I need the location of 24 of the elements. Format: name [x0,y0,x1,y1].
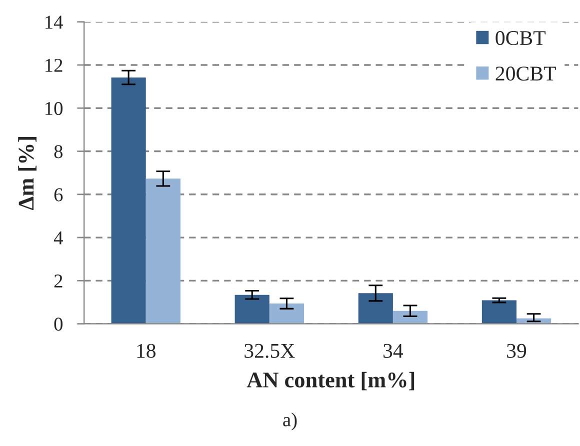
x-tick-label: 39 [507,344,526,358]
bar [234,294,270,324]
y-tick-label: 14 [46,16,63,29]
y-tick-label: 0 [54,318,63,331]
y-tick-label: 4 [54,231,63,244]
y-tick-label: 6 [54,188,63,202]
bar [146,178,180,324]
y-tick-label: 2 [54,274,62,288]
x-tick-label: 34 [384,344,404,358]
y-axis-title: Δm [%] [18,136,37,210]
x-tick-label: 18 [137,344,156,358]
y-tick-label: 8 [54,145,63,158]
y-tick-label: 10 [46,102,63,116]
x-tick-label: 32.5X [244,344,295,358]
bar [269,304,304,324]
y-tick-label: 12 [46,58,62,72]
bar [482,300,516,324]
legend-label: 0CBT [496,31,546,46]
legend-label: 20CBT [496,66,556,81]
x-axis-title: AN content [m%] [246,372,414,390]
bar [392,310,428,324]
bar [358,293,393,324]
bar [111,78,146,324]
text: a) [283,412,297,430]
